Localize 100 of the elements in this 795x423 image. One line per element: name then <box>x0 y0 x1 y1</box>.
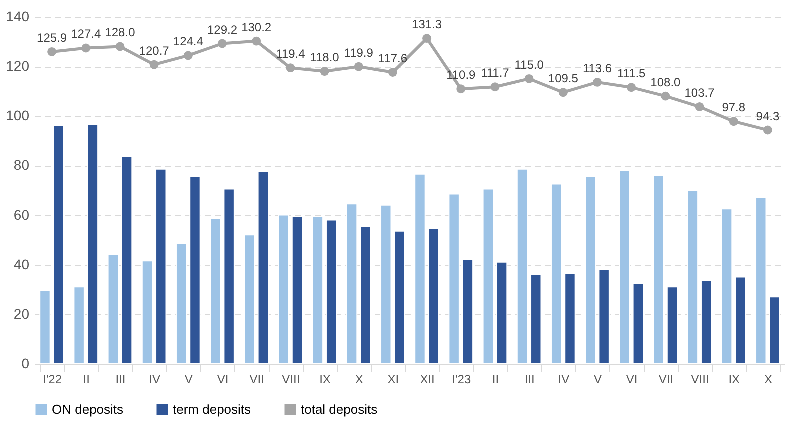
bar <box>756 197 767 364</box>
point <box>593 78 602 87</box>
bar <box>142 260 154 364</box>
point <box>116 42 125 52</box>
data-label: 127.4 <box>71 27 102 42</box>
y-tick-label: 100 <box>6 108 30 124</box>
data-label: 111.5 <box>617 66 646 81</box>
bar <box>769 296 780 364</box>
x-tick-label: V <box>184 372 193 386</box>
data-label: 128.0 <box>105 26 136 40</box>
bar <box>360 226 372 364</box>
x-tick-label: III <box>116 372 126 386</box>
x-tick-label: II <box>492 372 500 386</box>
x-tick-label: VII <box>250 372 264 386</box>
bar <box>326 220 338 364</box>
point <box>82 44 91 53</box>
point <box>150 60 159 70</box>
point <box>218 39 227 48</box>
data-label: 119.9 <box>344 46 374 60</box>
point <box>422 34 432 44</box>
data-label: 94.3 <box>756 109 780 124</box>
bar <box>278 214 290 364</box>
y-tick-label: 40 <box>14 256 30 272</box>
bar <box>244 234 256 364</box>
bar <box>210 218 222 364</box>
bar <box>40 290 51 364</box>
point <box>48 47 57 56</box>
data-label: 129.2 <box>207 22 238 37</box>
point <box>286 64 296 73</box>
bar <box>428 228 440 364</box>
data-label: 125.9 <box>37 30 68 45</box>
x-tick-label: VI <box>217 372 229 386</box>
bar <box>735 276 746 364</box>
bar <box>700 280 712 364</box>
bar <box>632 282 644 364</box>
point <box>252 36 262 46</box>
bar <box>292 216 304 364</box>
data-label: 103.7 <box>684 86 716 100</box>
x-tick-label: IV <box>558 372 570 386</box>
x-tick-label: VIII <box>691 372 710 386</box>
data-label: 117.6 <box>378 52 408 66</box>
bar <box>721 208 733 364</box>
y-tick-label: 140 <box>6 8 30 24</box>
bar <box>530 274 542 364</box>
bar <box>598 269 610 364</box>
bar <box>380 204 392 364</box>
data-label: 113.6 <box>582 61 612 76</box>
x-tick-label: VII <box>658 372 674 386</box>
bar <box>394 230 406 364</box>
x-tick-label: XI <box>388 372 400 386</box>
x-tick-label: X <box>355 372 364 386</box>
y-tick-label: 0 <box>22 356 30 372</box>
x-tick-label: IX <box>320 372 331 386</box>
bar <box>74 286 85 364</box>
data-label: 130.2 <box>242 20 272 34</box>
data-label: 118.0 <box>310 50 340 65</box>
bar <box>666 286 678 364</box>
point <box>524 74 534 84</box>
point <box>320 67 330 76</box>
y-tick-label: 60 <box>14 206 30 223</box>
bar <box>619 170 630 364</box>
bar <box>53 126 64 364</box>
bar <box>448 194 460 364</box>
x-tick-label: IX <box>728 372 740 386</box>
data-label: 110.9 <box>446 68 476 82</box>
bar <box>190 176 201 364</box>
point <box>354 62 364 72</box>
y-tick-label: 80 <box>14 157 30 174</box>
bar <box>585 176 596 364</box>
bar <box>346 204 358 364</box>
point <box>695 102 704 112</box>
data-label: 108.0 <box>650 75 682 90</box>
bar <box>462 259 474 364</box>
data-label: 111.7 <box>481 66 510 80</box>
legend-label: term deposits <box>173 402 252 417</box>
bar <box>87 124 99 364</box>
bar <box>224 188 235 364</box>
bar <box>176 243 188 364</box>
bar <box>258 171 270 364</box>
bar <box>414 174 426 364</box>
bar <box>564 273 576 364</box>
x-tick-label: IV <box>149 372 160 386</box>
bar <box>516 168 528 364</box>
point <box>763 126 772 135</box>
bar <box>653 175 664 364</box>
bar <box>121 156 133 364</box>
x-tick-label: I'23 <box>452 372 472 386</box>
bar <box>312 216 324 364</box>
legend-label: ON deposits <box>52 402 124 417</box>
point <box>456 84 466 94</box>
point <box>558 88 568 98</box>
x-tick-label: XII <box>420 372 435 386</box>
point <box>388 68 398 77</box>
x-tick-label: II <box>83 372 90 386</box>
bar <box>496 262 508 364</box>
bar <box>687 190 699 364</box>
point <box>661 92 670 101</box>
y-tick-label: 120 <box>6 58 30 74</box>
data-label: 124.4 <box>173 34 204 49</box>
x-tick-label: VI <box>626 372 638 386</box>
